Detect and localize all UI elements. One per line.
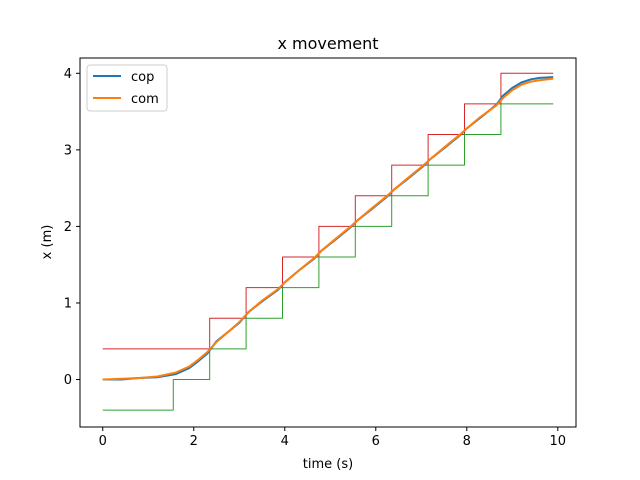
y-tick-label: 4 (64, 67, 72, 82)
x-tick-label: 0 (99, 434, 107, 449)
x-tick-label: 4 (281, 434, 289, 449)
y-tick-label: 3 (64, 143, 72, 158)
x-tick-label: 2 (190, 434, 198, 449)
y-axis-label: x (m) (40, 225, 55, 260)
x-tick-label: 10 (550, 434, 567, 449)
chart-title: x movement (277, 34, 378, 53)
y-tick-label: 1 (64, 296, 72, 311)
lower-bound-line (102, 103, 554, 411)
x-tick-label: 8 (463, 434, 471, 449)
y-tick-label: 0 (64, 373, 72, 388)
y-ticks: 0 1 2 3 4 (64, 67, 80, 388)
com-line (102, 77, 554, 381)
legend-label-cop: cop (131, 70, 154, 85)
x-tick-label: 6 (372, 434, 380, 449)
legend-label-com: com (131, 92, 159, 107)
legend: cop com (86, 64, 168, 112)
y-tick-label: 2 (64, 220, 72, 235)
axes-frame (79, 57, 577, 428)
plot-lines (102, 72, 554, 411)
x-axis-label: time (s) (303, 457, 353, 472)
x-ticks: 0 2 4 6 8 10 (99, 427, 566, 449)
